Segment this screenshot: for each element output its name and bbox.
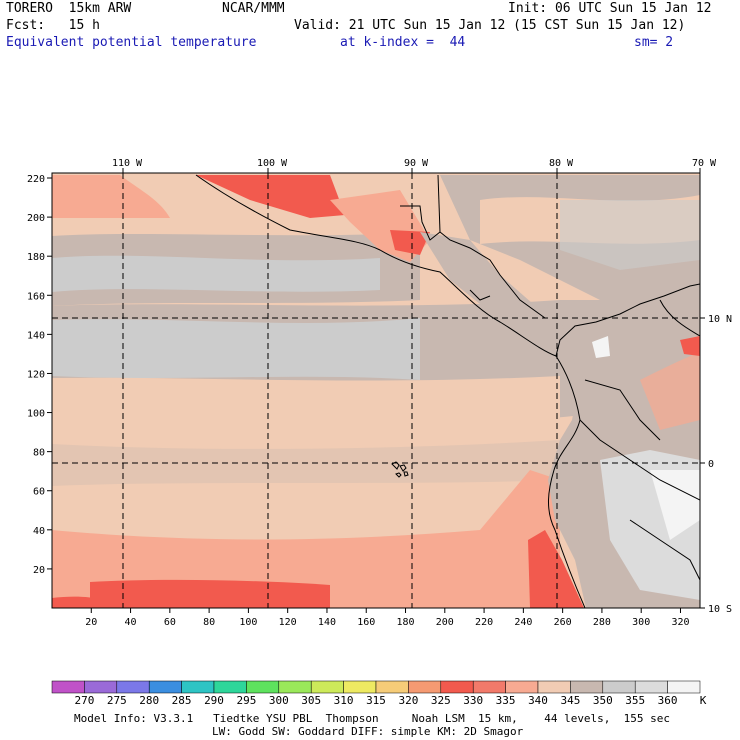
map-frame [51,172,701,609]
colorbar-level-label: 360 [657,694,678,707]
equivalent-potential-temperature-field [52,173,700,608]
x-tick-label: 60 [164,617,176,628]
colorbar-level-label: 335 [495,694,516,707]
lon-label: 80 W [549,158,574,169]
organization: NCAR/MMM [222,1,285,16]
x-tick-label: 160 [357,617,375,628]
footer-model-info: Model Info: V3.3.1 Tiedtke YSU PBL Thomp… [74,712,671,725]
y-tick-label: 200 [27,213,45,224]
colorbar [51,680,701,694]
forecast-hour: Fcst: 15 h [6,18,100,33]
y-tick-label: 220 [27,174,45,185]
field-name: Equivalent potential temperature [6,35,257,50]
lon-label: 100 W [257,158,288,169]
colorbar-level-label: 290 [204,694,224,707]
axis-ticks [47,168,705,613]
colorbar-swatch [440,680,474,694]
init-time: Init: 06 UTC Sun 15 Jan 12 [508,1,712,16]
colorbar-level-label: 270 [74,694,95,707]
x-tick-label: 220 [475,617,493,628]
colorbar-level-label: 325 [430,694,451,707]
lat-label: 10 N [708,314,732,325]
colorbar-swatch [181,680,215,694]
colorbar-swatch [116,680,150,694]
colorbar-swatch [51,680,85,694]
y-tick-label: 80 [33,448,45,459]
y-tick-label: 160 [27,291,45,302]
colorbar-swatch [472,680,506,694]
y-tick-label: 180 [27,252,45,263]
colorbar-level-label: 350 [592,694,613,707]
colorbar-level-label: 305 [301,694,322,707]
colorbar-swatch [537,680,571,694]
x-tick-label: 20 [85,617,97,628]
colorbar-swatch [148,680,182,694]
colorbar-swatch [343,680,377,694]
colorbar-level-label: 280 [139,694,160,707]
colorbar-level-label: 340 [528,694,548,707]
colorbar-swatch [310,680,344,694]
lon-label: 70 W [692,158,717,169]
y-tick-label: 40 [33,526,45,537]
colorbar-swatch [246,680,280,694]
colorbar-swatch [570,680,604,694]
x-tick-label: 100 [239,617,257,628]
lat-label: 10 S [708,604,732,615]
coastlines [195,174,700,608]
level-index: at k-index = 44 [340,35,466,50]
colorbar-swatch [505,680,539,694]
colorbar-level-label: 315 [366,694,386,707]
y-tick-label: 60 [33,487,45,498]
x-tick-label: 180 [396,617,414,628]
x-tick-label: 120 [279,617,297,628]
lon-label: 110 W [112,158,143,169]
x-tick-label: 260 [554,617,572,628]
y-tick-label: 140 [27,330,45,341]
x-tick-label: 300 [632,617,650,628]
colorbar-unit: K [699,694,707,707]
colorbar-level-label: 300 [268,694,289,707]
model-name: TORERO 15km ARW [6,1,132,16]
x-tick-label: 280 [593,617,611,628]
x-tick-label: 240 [514,617,532,628]
lat-label: 0 [708,459,714,470]
x-tick-label: 140 [318,617,336,628]
x-tick-label: 320 [671,617,689,628]
axis-labels: 220 200 180 160 140 120 100 80 60 40 20 20 40 60 80 100… [27,158,732,628]
footer-physics-info: LW: Godd SW: Goddard DIFF: simple KM: 2D… [212,725,524,738]
colorbar-level-label: 355 [625,694,646,707]
valid-time: Valid: 21 UTC Sun 15 Jan 12 (15 CST Sun … [294,18,686,33]
colorbar-level-label: 285 [171,694,192,707]
colorbar-swatch [408,680,442,694]
lon-label: 90 W [404,158,429,169]
colorbar-swatch [602,680,636,694]
colorbar-swatch [213,680,247,694]
colorbar-level-label: 345 [560,694,581,707]
y-tick-label: 20 [33,565,45,576]
lat-lon-grid [52,173,700,608]
colorbar-level-label: 330 [463,694,484,707]
colorbar-level-label: 310 [333,694,354,707]
smoothing: sm= 2 [634,35,674,50]
colorbar-swatch [634,680,668,694]
y-tick-label: 100 [27,409,45,420]
colorbar-level-label: 275 [106,694,127,707]
colorbar-level-label: 320 [398,694,419,707]
colorbar-swatch [375,680,409,694]
x-tick-label: 40 [125,617,137,628]
colorbar-swatch [278,680,312,694]
colorbar-swatch [667,680,701,694]
colorbar-level-label: 295 [236,694,257,707]
x-tick-label: 80 [203,617,215,628]
colorbar-swatch [84,680,118,694]
y-tick-label: 120 [27,369,45,380]
x-tick-label: 200 [436,617,454,628]
